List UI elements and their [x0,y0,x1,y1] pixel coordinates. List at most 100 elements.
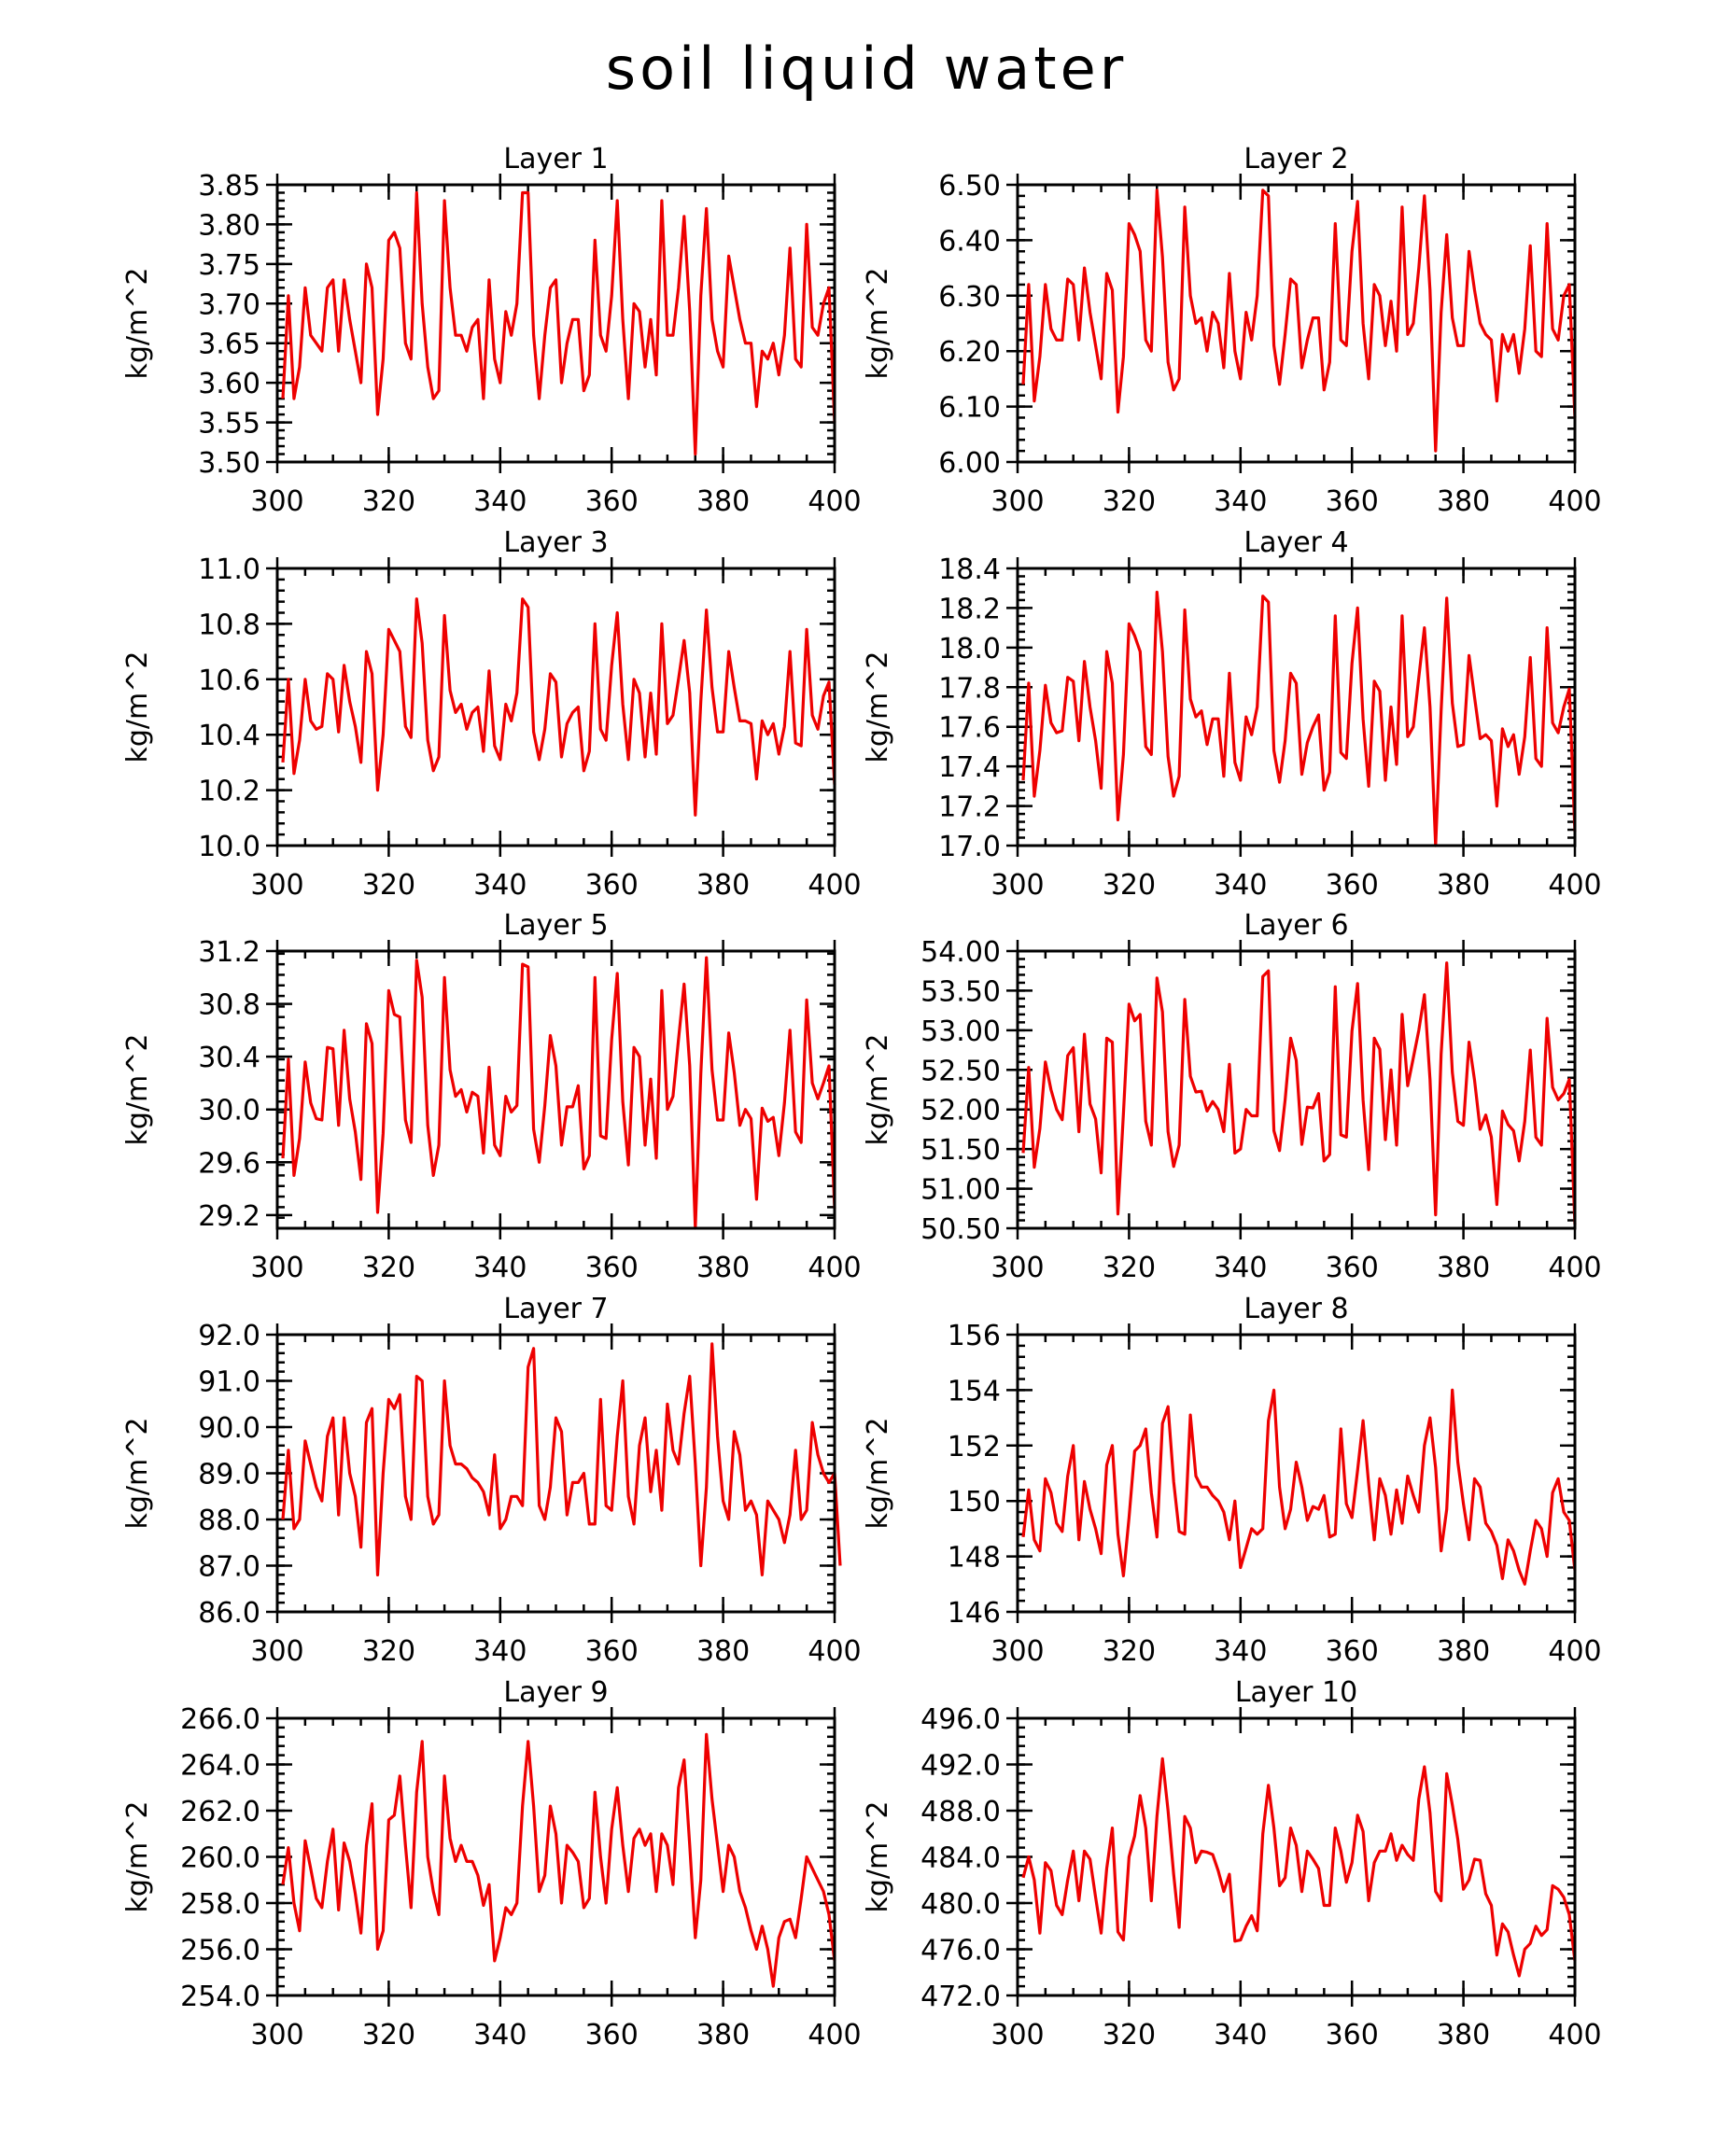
y-tick-label: 17.0 [938,831,1001,863]
y-tick-label: 150 [948,1486,1001,1519]
y-tick-label: 86.0 [198,1597,260,1630]
panel-title: Layer 3 [503,526,608,559]
x-tick-label: 380 [1437,1635,1490,1668]
x-tick-label: 340 [473,485,527,518]
x-tick-label: 300 [990,1635,1044,1668]
y-tick-label: 87.0 [198,1551,260,1584]
y-axis-label: kg/m^2 [862,1801,894,1913]
y-axis-label: kg/m^2 [862,268,894,380]
y-axis-label: kg/m^2 [121,1801,154,1913]
y-tick-label: 10.0 [198,831,260,863]
y-tick-label: 31.2 [198,936,260,969]
plot-frame [1016,949,1577,1230]
panel-layer-7: Layer 7 kg/m^2 86.0 87.0 88.0 89.0 90.0 91.0 92.… [121,1293,862,1668]
plot-frame [275,183,836,464]
series-line [1021,590,1577,847]
series-line [281,956,836,1230]
y-tick-label: 148 [948,1542,1001,1575]
x-tick-label: 380 [696,869,750,902]
y-axis-label: kg/m^2 [862,651,894,763]
x-tick-label: 340 [473,1252,527,1284]
y-tick-label: 3.65 [198,329,260,361]
y-tick-label: 472.0 [920,1981,1001,2013]
panel-title: Layer 6 [1243,909,1348,942]
x-tick-label: 320 [1103,485,1156,518]
panel-layer-8: Layer 8 kg/m^2 146 148 150 152 154 156 300 320 340… [862,1293,1602,1668]
y-tick-label: 29.6 [198,1147,260,1180]
y-tick-label: 3.50 [198,447,260,480]
x-tick-label: 320 [1103,1635,1156,1668]
x-tick-label: 380 [1437,869,1490,902]
y-tick-label: 17.8 [938,672,1001,705]
x-tick-label: 320 [362,1635,415,1668]
x-tick-label: 400 [808,1252,861,1284]
x-tick-label: 340 [1214,2019,1267,2051]
y-tick-label: 3.70 [198,288,260,321]
x-tick-label: 360 [585,869,639,902]
panel-title: Layer 4 [1243,526,1348,559]
x-tick-label: 300 [990,869,1044,902]
x-tick-label: 320 [362,869,415,902]
panel-layer-1: Layer 1 kg/m^2 3.50 3.55 3.60 3.65 3.70 3.75 3.8… [121,143,862,518]
x-tick-label: 380 [1437,485,1490,518]
x-tick-label: 360 [585,1635,639,1668]
y-tick-label: 6.20 [938,336,1001,369]
panel-title: Layer 5 [503,909,608,942]
y-tick-label: 53.00 [920,1015,1001,1048]
series-line [281,1342,842,1577]
y-tick-label: 6.40 [938,225,1001,258]
y-tick-label: 53.50 [920,975,1001,1008]
x-tick-label: 400 [1548,869,1601,902]
y-tick-label: 264.0 [180,1750,260,1783]
y-tick-label: 29.2 [198,1200,260,1233]
panel-layer-4: Layer 4 kg/m^2 17.0 17.2 17.4 17.6 17.8 18.0 18.… [862,526,1602,902]
panel-title: Layer 9 [503,1676,608,1709]
panel-title: Layer 2 [1243,143,1348,175]
x-tick-label: 340 [1214,1252,1267,1284]
x-tick-label: 380 [1437,2019,1490,2051]
panels-group: Layer 1 kg/m^2 3.50 3.55 3.60 3.65 3.70 3.75 3.8… [121,143,1602,2051]
series-line [281,1732,836,1988]
y-tick-label: 52.50 [920,1055,1001,1087]
y-tick-label: 496.0 [920,1703,1001,1736]
y-tick-label: 146 [948,1597,1001,1630]
x-tick-label: 380 [696,485,750,518]
y-tick-label: 17.2 [938,791,1001,824]
y-tick-label: 10.2 [198,776,260,808]
series-line [281,597,836,817]
y-tick-label: 18.2 [938,593,1001,625]
series-line [281,190,836,456]
x-tick-label: 380 [696,1635,750,1668]
y-tick-label: 17.4 [938,751,1001,784]
y-tick-label: 18.4 [938,553,1001,586]
y-tick-label: 10.6 [198,665,260,697]
y-tick-label: 90.0 [198,1412,260,1445]
x-tick-label: 320 [362,485,415,518]
plot-frame [275,567,836,847]
y-axis-label: kg/m^2 [862,1034,894,1146]
y-tick-label: 11.0 [198,553,260,586]
y-tick-label: 156 [948,1320,1001,1352]
y-tick-label: 258.0 [180,1888,260,1921]
x-tick-label: 400 [808,869,861,902]
plot-frame [275,949,836,1230]
y-tick-label: 484.0 [920,1842,1001,1875]
plot-frame [275,1333,836,1614]
y-tick-label: 3.80 [198,209,260,242]
x-tick-label: 340 [473,869,527,902]
x-tick-label: 340 [1214,1635,1267,1668]
panel-layer-5: Layer 5 kg/m^2 29.2 29.6 30.0 30.4 30.8 31.2 300… [121,909,862,1284]
series-line [1021,189,1577,453]
x-tick-label: 300 [250,485,303,518]
x-tick-label: 360 [585,485,639,518]
y-tick-label: 3.55 [198,408,260,441]
x-tick-label: 400 [1548,2019,1601,2051]
y-tick-label: 262.0 [180,1796,260,1828]
x-tick-label: 360 [585,1252,639,1284]
y-axis-label: kg/m^2 [121,651,154,763]
y-tick-label: 54.00 [920,936,1001,969]
y-axis-label: kg/m^2 [121,268,154,380]
y-tick-label: 50.50 [920,1213,1001,1246]
x-tick-label: 300 [250,2019,303,2051]
